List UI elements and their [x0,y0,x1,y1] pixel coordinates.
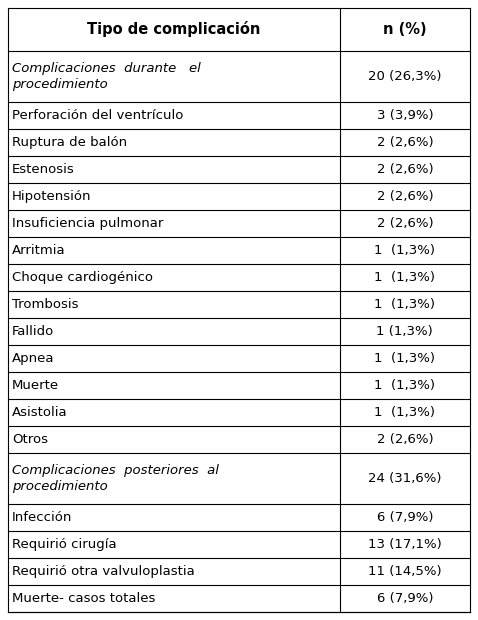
Text: Fallido: Fallido [12,325,54,338]
Text: 2 (2,6%): 2 (2,6%) [377,136,433,149]
Text: 20 (26,3%): 20 (26,3%) [368,70,442,83]
Text: 24 (31,6%): 24 (31,6%) [368,472,442,485]
Text: Asistolia: Asistolia [12,405,67,419]
Text: Otros: Otros [12,433,48,446]
Text: Complicaciones  posteriores  al
procedimiento: Complicaciones posteriores al procedimie… [12,464,219,493]
Text: Tipo de complicación: Tipo de complicación [87,21,261,37]
Text: 6 (7,9%): 6 (7,9%) [377,512,433,524]
Text: 2 (2,6%): 2 (2,6%) [377,217,433,230]
Text: Muerte: Muerte [12,379,59,392]
Text: Arritmia: Arritmia [12,244,65,257]
Text: 1  (1,3%): 1 (1,3%) [374,352,435,365]
Text: 3 (3,9%): 3 (3,9%) [377,109,433,122]
Text: Muerte- casos totales: Muerte- casos totales [12,592,155,605]
Text: 1  (1,3%): 1 (1,3%) [374,298,435,311]
Text: 1  (1,3%): 1 (1,3%) [374,271,435,284]
Text: 1  (1,3%): 1 (1,3%) [374,379,435,392]
Text: Insuficiencia pulmonar: Insuficiencia pulmonar [12,217,163,230]
Text: 1 (1,3%): 1 (1,3%) [377,325,433,338]
Text: n (%): n (%) [383,22,427,37]
Text: 2 (2,6%): 2 (2,6%) [377,163,433,176]
Text: 2 (2,6%): 2 (2,6%) [377,433,433,446]
Text: Trombosis: Trombosis [12,298,78,311]
Text: Hipotensión: Hipotensión [12,190,91,203]
Text: Apnea: Apnea [12,352,54,365]
Text: 13 (17,1%): 13 (17,1%) [368,538,442,551]
Text: 6 (7,9%): 6 (7,9%) [377,592,433,605]
Text: Perforación del ventrículo: Perforación del ventrículo [12,109,184,122]
Text: 1  (1,3%): 1 (1,3%) [374,244,435,257]
Text: Complicaciones  durante   el
procedimiento: Complicaciones durante el procedimiento [12,62,201,91]
Text: 11 (14,5%): 11 (14,5%) [368,565,442,578]
Text: Infección: Infección [12,512,72,524]
Text: 2 (2,6%): 2 (2,6%) [377,190,433,203]
Text: Choque cardiogénico: Choque cardiogénico [12,271,153,284]
Text: Ruptura de balón: Ruptura de balón [12,136,127,149]
Text: Requirió cirugía: Requirió cirugía [12,538,117,551]
Text: Requirió otra valvuloplastia: Requirió otra valvuloplastia [12,565,195,578]
Text: Estenosis: Estenosis [12,163,75,176]
Text: 1  (1,3%): 1 (1,3%) [374,405,435,419]
